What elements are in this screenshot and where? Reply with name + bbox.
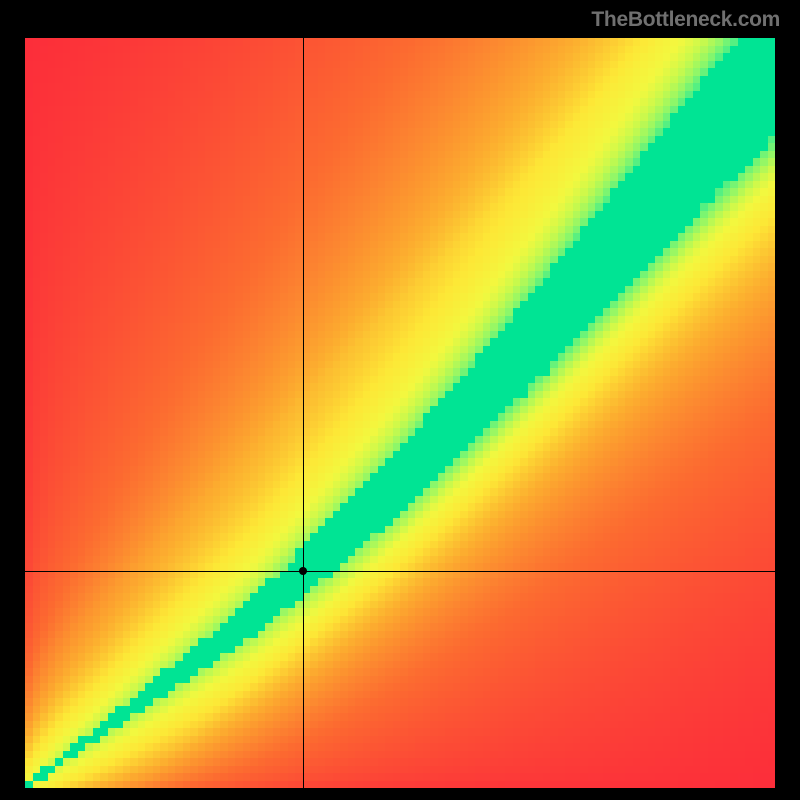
crosshair-marker [299,567,307,575]
crosshair-horizontal [25,571,775,572]
bottleneck-heatmap [25,38,775,788]
crosshair-vertical [303,38,304,788]
watermark-text: TheBottleneck.com [591,8,780,32]
